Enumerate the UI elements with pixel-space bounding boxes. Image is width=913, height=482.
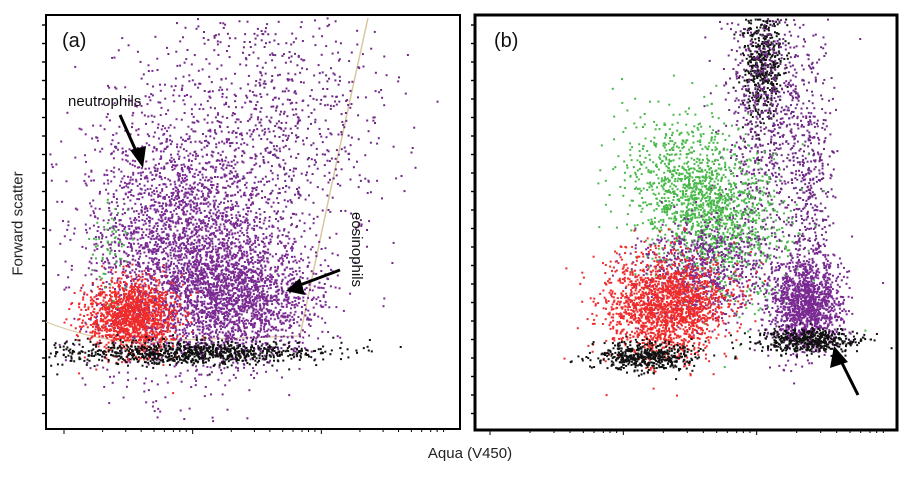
panel-label-a: (a) — [62, 30, 86, 52]
y-axis-label: Forward scatter — [9, 171, 27, 276]
panel-b-black-left — [569, 335, 737, 381]
panel-b-black-right — [729, 322, 893, 358]
panel-b-red-cluster — [563, 226, 767, 397]
arrow-neutrophils — [118, 114, 146, 168]
arrow-eosinophils — [286, 268, 341, 295]
panel-a-black-band — [48, 333, 402, 376]
x-axis-label: Aqua (V450) — [427, 445, 513, 462]
axis-ticks-a — [42, 24, 445, 434]
panel-label-b: (b) — [494, 30, 518, 52]
arrow-panel-b — [830, 346, 860, 396]
panel-a-green-points — [88, 198, 134, 309]
annotation-neutrophils: neutrophils — [68, 93, 141, 110]
axis-ticks-b — [471, 24, 884, 435]
panel-b-green-cloud — [597, 74, 867, 369]
annotation-eosinophils: eosinophils — [348, 212, 365, 287]
